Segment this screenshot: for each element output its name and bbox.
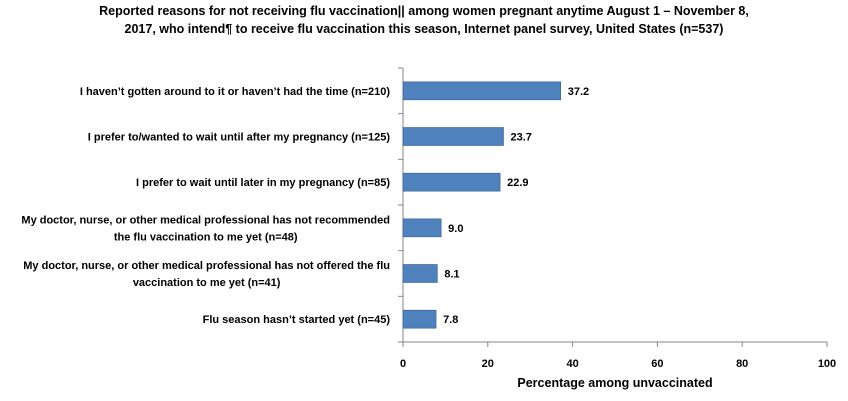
x-tick-label: 60 [651, 358, 663, 370]
category-label: I prefer to wait until later in my pregn… [136, 177, 390, 189]
category-label: I haven’t gotten around to it or haven’t… [80, 86, 391, 98]
category-label: I prefer to/wanted to wait until after m… [88, 132, 391, 144]
chart-title-line-1: Reported reasons for not receiving flu v… [99, 4, 749, 18]
category-label: My doctor, nurse, or other medical profe… [23, 260, 390, 289]
data-label: 8.1 [444, 269, 459, 281]
bar [402, 264, 438, 283]
bar [402, 309, 437, 329]
bar [402, 218, 442, 238]
data-label: 9.0 [448, 223, 463, 235]
bar [402, 127, 504, 146]
x-tick-label: 0 [400, 358, 406, 370]
x-tick-label: 80 [736, 358, 748, 370]
data-label: 23.7 [510, 132, 531, 144]
bar [402, 172, 501, 192]
category-label: Flu season hasn’t started yet (n=45) [203, 314, 391, 326]
x-tick-label: 20 [482, 358, 494, 370]
data-label: 22.9 [507, 177, 528, 189]
data-label: 37.2 [568, 86, 589, 98]
data-label: 7.8 [443, 314, 458, 326]
x-tick-label: 100 [818, 358, 836, 370]
bar [402, 81, 562, 101]
category-label: My doctor, nurse, or other medical profe… [21, 214, 390, 243]
x-axis-label: Percentage among unvaccinated [517, 376, 712, 390]
chart-title-line-2: 2017, who intend¶ to receive flu vaccina… [124, 22, 724, 36]
x-tick-label: 40 [566, 358, 578, 370]
